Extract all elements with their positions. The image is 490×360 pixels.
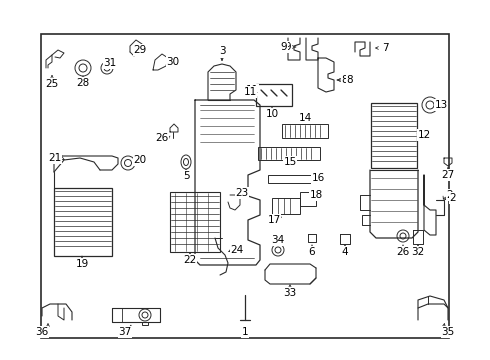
Text: 16: 16	[311, 173, 324, 183]
Text: 3: 3	[219, 47, 225, 57]
Text: 7: 7	[382, 43, 388, 53]
Text: 3: 3	[219, 46, 225, 56]
Text: 20: 20	[133, 155, 147, 165]
Text: 19: 19	[75, 259, 89, 269]
Text: 34: 34	[271, 235, 285, 245]
Text: 32: 32	[412, 247, 425, 257]
Text: 2: 2	[447, 190, 453, 200]
Text: 12: 12	[417, 130, 431, 140]
Text: 2: 2	[450, 193, 456, 203]
Text: 36: 36	[35, 327, 49, 337]
Text: 35: 35	[441, 327, 455, 337]
Text: 5: 5	[183, 171, 189, 181]
Bar	[142, 322, 148, 325]
Text: 25: 25	[46, 79, 59, 89]
Text: 1: 1	[242, 327, 248, 337]
Text: 21: 21	[49, 153, 62, 163]
Text: 8: 8	[342, 75, 348, 85]
Text: 33: 33	[283, 288, 296, 298]
Text: 23: 23	[235, 188, 248, 198]
Text: 11: 11	[244, 87, 257, 97]
Text: 29: 29	[133, 45, 147, 55]
Text: 26: 26	[155, 133, 169, 143]
Text: 17: 17	[268, 215, 281, 225]
Text: 15: 15	[283, 157, 296, 167]
Text: 6: 6	[309, 247, 315, 257]
Bar	[268, 175, 312, 183]
Text: 4: 4	[342, 247, 348, 257]
Text: 37: 37	[119, 327, 132, 337]
Bar	[282, 124, 328, 138]
Text: 24: 24	[230, 245, 244, 255]
Bar	[300, 192, 316, 206]
Text: 30: 30	[167, 57, 179, 67]
Text: 10: 10	[266, 109, 278, 119]
Text: 27: 27	[441, 170, 455, 180]
Bar	[371, 103, 417, 168]
Text: 11: 11	[245, 85, 259, 95]
Text: 22: 22	[183, 255, 196, 265]
Bar	[170, 192, 220, 252]
Text: 9: 9	[285, 42, 292, 52]
Text: 9: 9	[281, 42, 287, 52]
Bar	[256, 84, 292, 106]
Text: 26: 26	[396, 247, 410, 257]
Text: 8: 8	[347, 75, 353, 85]
Text: 31: 31	[103, 58, 117, 68]
Bar	[54, 188, 112, 256]
Text: 18: 18	[309, 190, 322, 200]
Bar	[258, 147, 320, 160]
Bar	[41, 34, 449, 338]
Text: 28: 28	[76, 78, 90, 88]
Bar	[272, 198, 300, 214]
Text: 14: 14	[298, 113, 312, 123]
Text: 13: 13	[434, 100, 448, 110]
